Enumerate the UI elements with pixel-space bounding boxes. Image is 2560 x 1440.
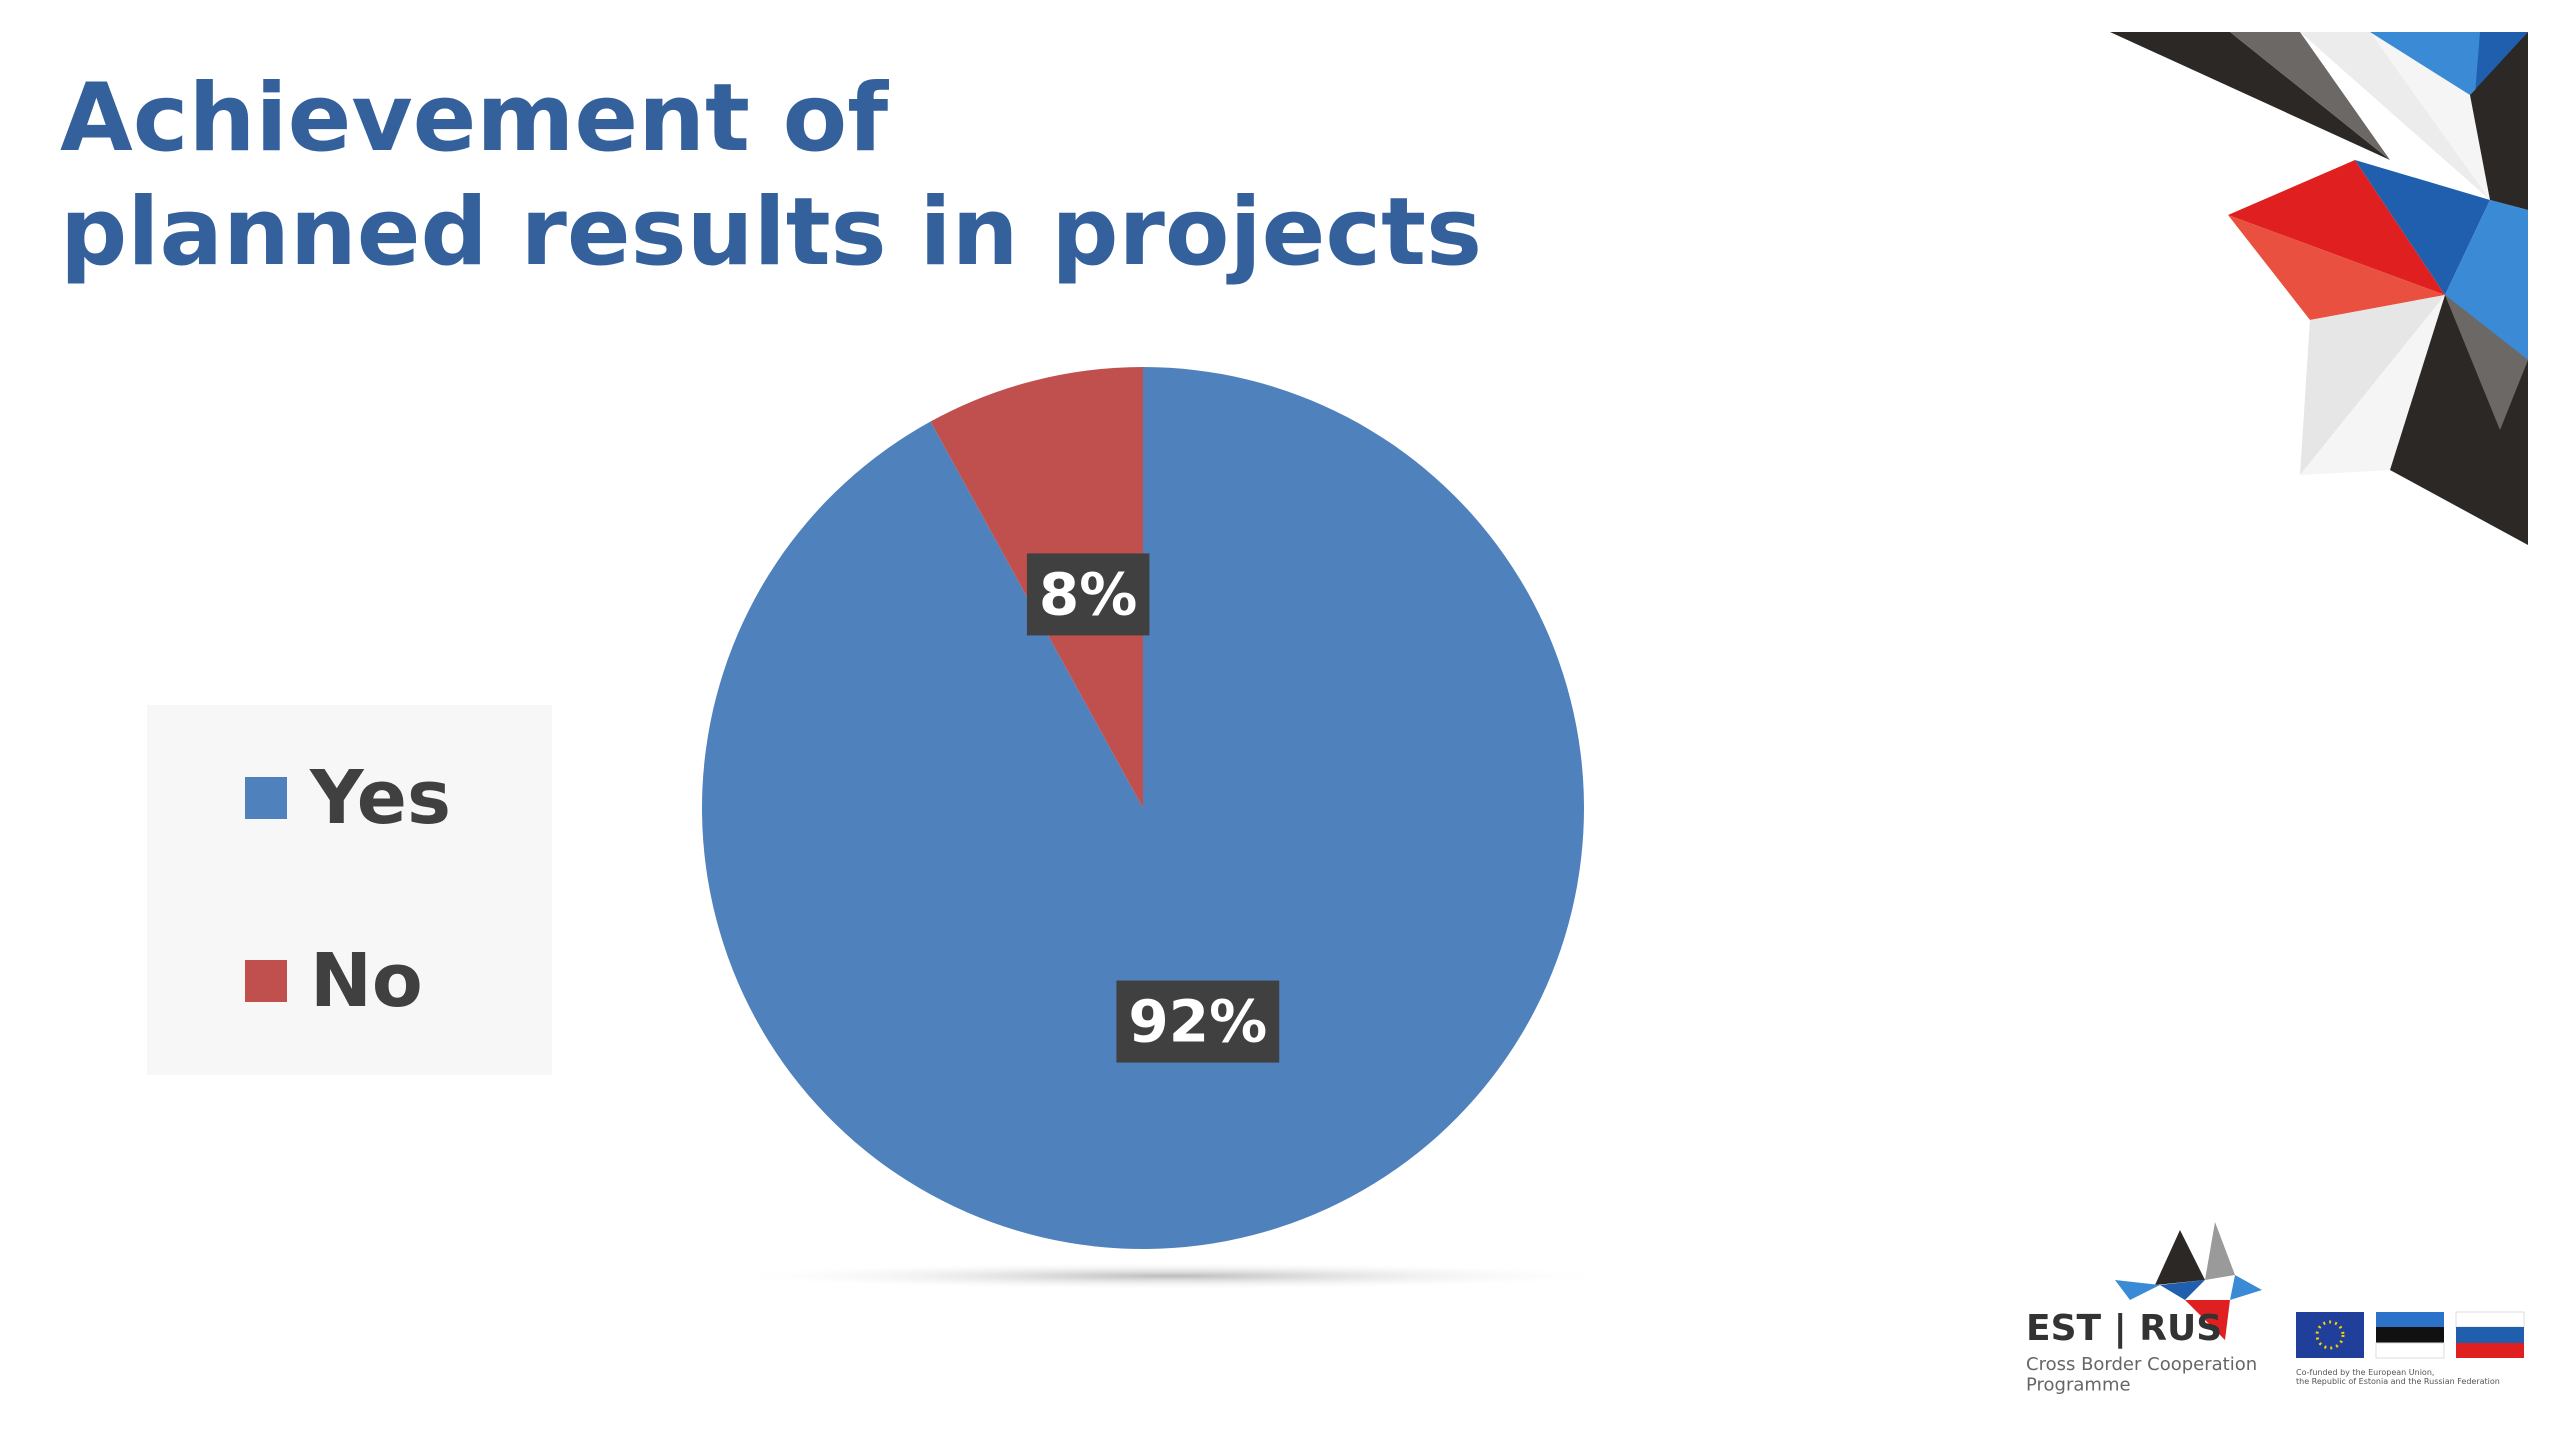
footer-logo: EST | RUS Cross Border Cooperation Progra…: [2026, 1222, 2525, 1396]
chart-title: Achievement of planned results in projec…: [60, 64, 1483, 287]
logo-subtitle: Cross Border Cooperation Programme: [2026, 1354, 2257, 1396]
legend: Yes No: [245, 755, 451, 1024]
data-label: 8%: [1039, 560, 1137, 628]
data-label-group: 92%: [1116, 980, 1280, 1063]
legend-box: [147, 705, 552, 1075]
legend-marker: [245, 777, 287, 819]
pie-shadow: [717, 1262, 1627, 1290]
logo-name: EST | RUS: [2026, 1308, 2222, 1349]
pie-slice: [701, 367, 1584, 1250]
data-label-bg: [1026, 553, 1150, 636]
flag-eu: [2296, 1312, 2364, 1358]
legend-label: Yes: [309, 755, 451, 841]
legend-marker: [245, 960, 287, 1002]
logo-funding: Co-funded by the European Union, the Repu…: [2296, 1368, 2500, 1386]
data-label-group: 8%: [1026, 553, 1150, 636]
flag-ru: [2455, 1311, 2525, 1328]
flag-ee: [2376, 1312, 2444, 1327]
data-label: 92%: [1128, 988, 1267, 1056]
pie: 92% 8%: [701, 367, 1584, 1250]
data-label-bg: [1116, 980, 1280, 1063]
legend-label: No: [310, 938, 423, 1024]
decor-star: [2110, 32, 2528, 545]
